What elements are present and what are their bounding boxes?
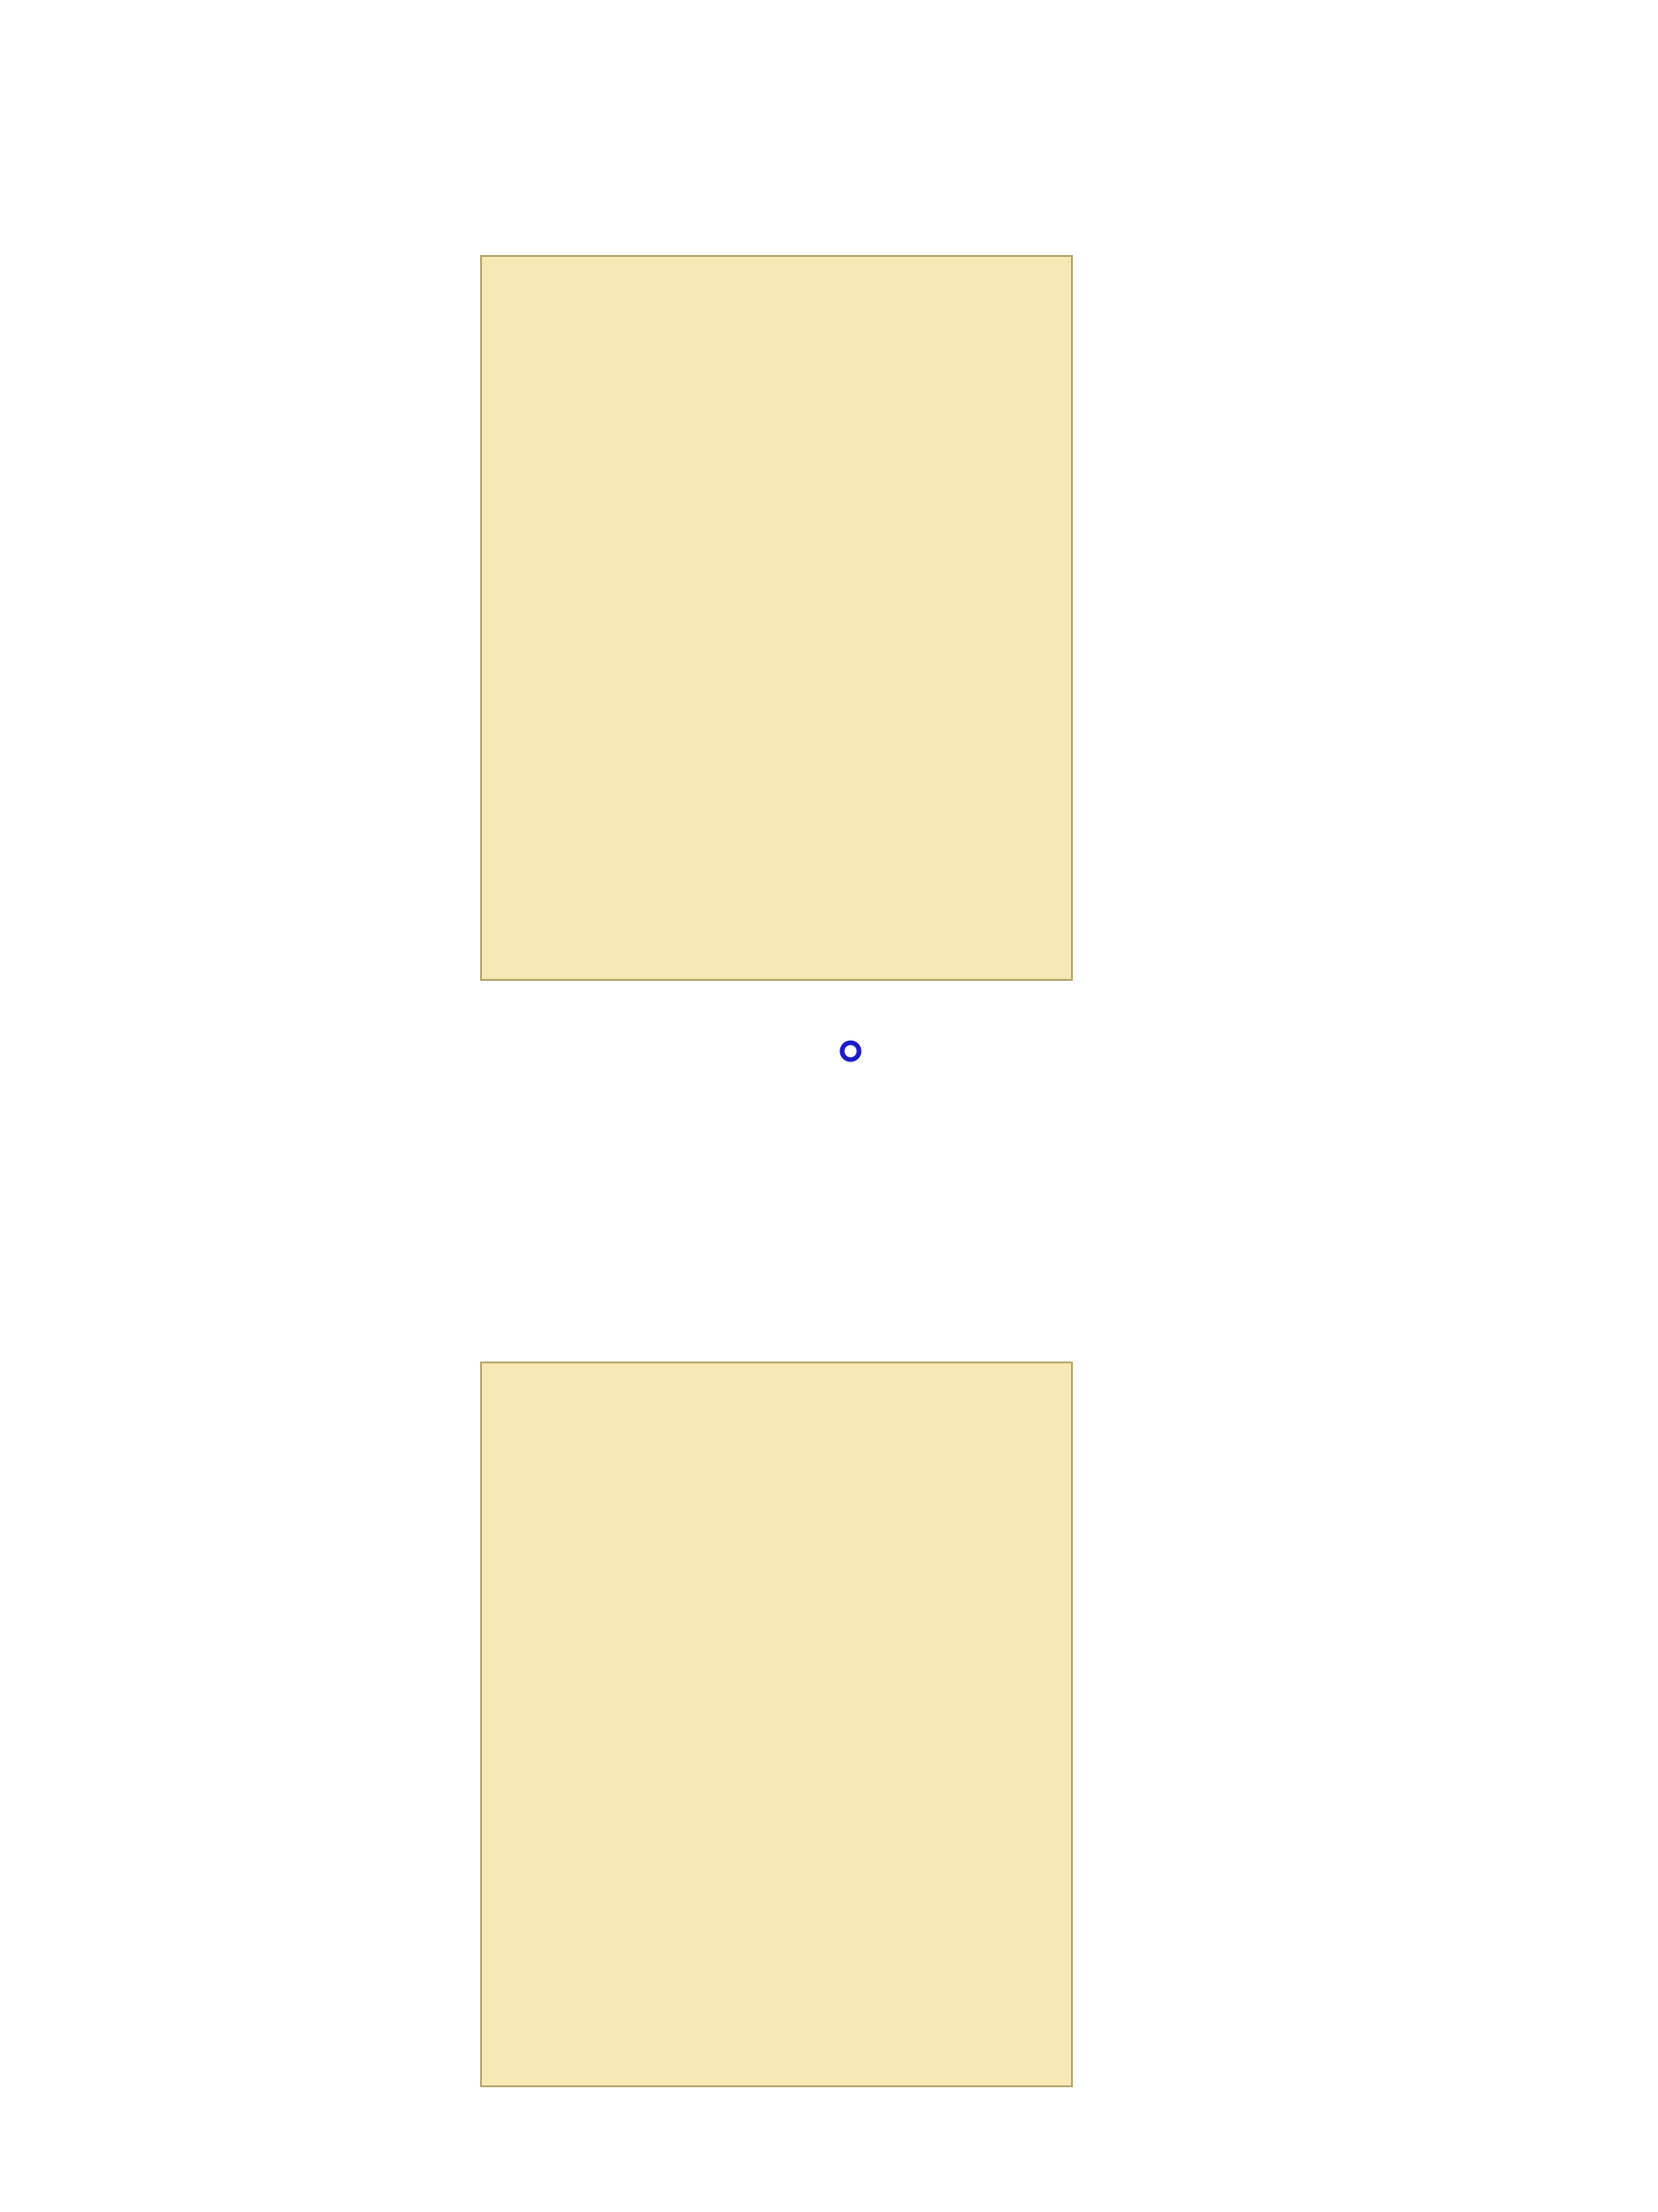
notes-right <box>838 1038 876 1239</box>
legend-row <box>838 1038 876 1067</box>
note-line <box>838 1124 876 1153</box>
top-board-svg <box>482 257 1071 979</box>
note-line <box>838 1210 876 1239</box>
note-line <box>838 1067 876 1096</box>
note-line <box>838 1181 876 1211</box>
bottom-board <box>480 1362 1073 2087</box>
note-line <box>838 1095 876 1124</box>
note-line <box>838 1152 876 1181</box>
double-link-icon <box>839 1040 862 1062</box>
top-board <box>480 255 1073 981</box>
bottom-board-svg <box>482 1363 1071 2085</box>
